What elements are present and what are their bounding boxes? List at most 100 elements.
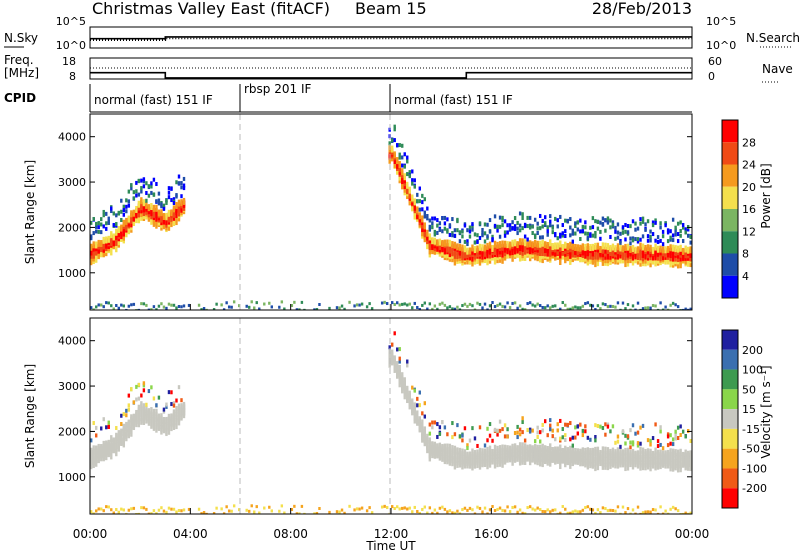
echo-cell	[165, 422, 168, 430]
echo-cell	[461, 454, 464, 462]
echo-cell	[147, 193, 151, 198]
echo-cell	[152, 177, 156, 182]
echo-cell	[453, 511, 457, 514]
echo-cell	[493, 214, 497, 219]
echo-cell	[586, 231, 590, 236]
echo-cell	[167, 506, 171, 510]
echo-cell	[456, 447, 459, 455]
echo-cell	[157, 395, 161, 400]
echo-cell	[511, 226, 514, 231]
echo-cell	[258, 511, 261, 514]
echo-cell	[508, 510, 512, 514]
echo-cell	[446, 217, 449, 222]
echo-cell	[135, 189, 138, 194]
echo-cell	[511, 254, 514, 262]
echo-cell	[654, 304, 657, 308]
echo-cell	[636, 301, 640, 305]
echo-cell	[180, 305, 183, 309]
echo-cell	[609, 244, 612, 252]
echo-cell	[280, 504, 284, 508]
echo-cell	[609, 508, 612, 512]
nsky-tick-top: 10^5	[56, 15, 86, 28]
echo-cell	[92, 420, 95, 425]
echo-cell	[90, 236, 93, 241]
echo-cell	[416, 403, 419, 408]
echo-cell	[518, 228, 522, 233]
echo-cell	[486, 512, 489, 514]
echo-cell	[661, 446, 665, 451]
echo-cell	[513, 227, 517, 232]
echo-cell	[483, 448, 487, 456]
echo-cell	[393, 138, 396, 143]
echo-cell	[513, 431, 517, 436]
echo-cell	[616, 505, 620, 509]
echo-cell	[661, 234, 665, 239]
echo-cell	[393, 507, 396, 511]
echo-cell	[686, 233, 690, 238]
echo-cell	[165, 212, 168, 220]
echo-cell	[443, 507, 447, 511]
echo-cell	[611, 247, 615, 255]
echo-cell	[461, 433, 464, 438]
echo-cell	[180, 185, 183, 190]
echo-cell	[145, 198, 148, 203]
echo-cell	[649, 260, 652, 268]
echo-cell	[528, 505, 532, 509]
echo-cell	[360, 506, 364, 510]
echo-cell	[227, 305, 231, 309]
echo-cell	[102, 209, 105, 214]
echo-cell	[401, 506, 404, 510]
echo-cell	[551, 428, 554, 433]
echo-cell	[102, 236, 105, 244]
echo-cell	[398, 303, 401, 307]
echo-cell	[162, 206, 166, 211]
echo-cell	[639, 237, 642, 242]
echo-cell	[546, 446, 549, 454]
echo-cell	[564, 229, 567, 234]
echo-cell	[401, 302, 404, 306]
echo-cell	[177, 508, 181, 512]
echo-cell	[476, 233, 479, 238]
echo-cell	[463, 506, 467, 510]
echo-cell	[423, 301, 427, 305]
colorbar-segment	[722, 330, 738, 350]
echo-cell	[170, 186, 173, 191]
echo-cell	[180, 181, 183, 186]
echo-cell	[689, 246, 692, 254]
echo-cell	[554, 446, 557, 454]
echo-cell	[604, 218, 607, 223]
echo-cell	[614, 440, 617, 445]
echo-cell	[631, 238, 635, 243]
echo-cell	[92, 251, 95, 259]
echo-cell	[571, 443, 574, 448]
echo-cell	[481, 227, 484, 232]
echo-cell	[619, 448, 622, 456]
echo-cell	[503, 219, 507, 224]
echo-cell	[508, 241, 512, 249]
echo-cell	[641, 423, 645, 428]
echo-cell	[428, 218, 432, 223]
echo-cell	[596, 220, 600, 225]
echo-cell	[107, 220, 110, 225]
echo-cell	[283, 511, 286, 514]
echo-cell	[245, 508, 248, 512]
echo-cell	[521, 238, 524, 246]
echo-cell	[599, 220, 602, 225]
echo-cell	[130, 414, 133, 422]
echo-cell	[533, 455, 537, 463]
echo-cell	[586, 505, 590, 509]
echo-cell	[92, 248, 95, 256]
echo-cell	[556, 236, 559, 241]
echo-cell	[616, 230, 620, 235]
echo-cell	[418, 212, 421, 220]
echo-cell	[478, 425, 482, 430]
echo-cell	[594, 231, 597, 236]
echo-cell	[559, 444, 562, 452]
echo-cell	[125, 223, 128, 231]
echo-cell	[518, 451, 522, 459]
velocity-colorbar-label: Velocity [m s⁻¹]	[759, 365, 773, 458]
echo-cell	[621, 429, 625, 434]
echo-cell	[180, 403, 183, 411]
echo-cell	[611, 451, 615, 459]
